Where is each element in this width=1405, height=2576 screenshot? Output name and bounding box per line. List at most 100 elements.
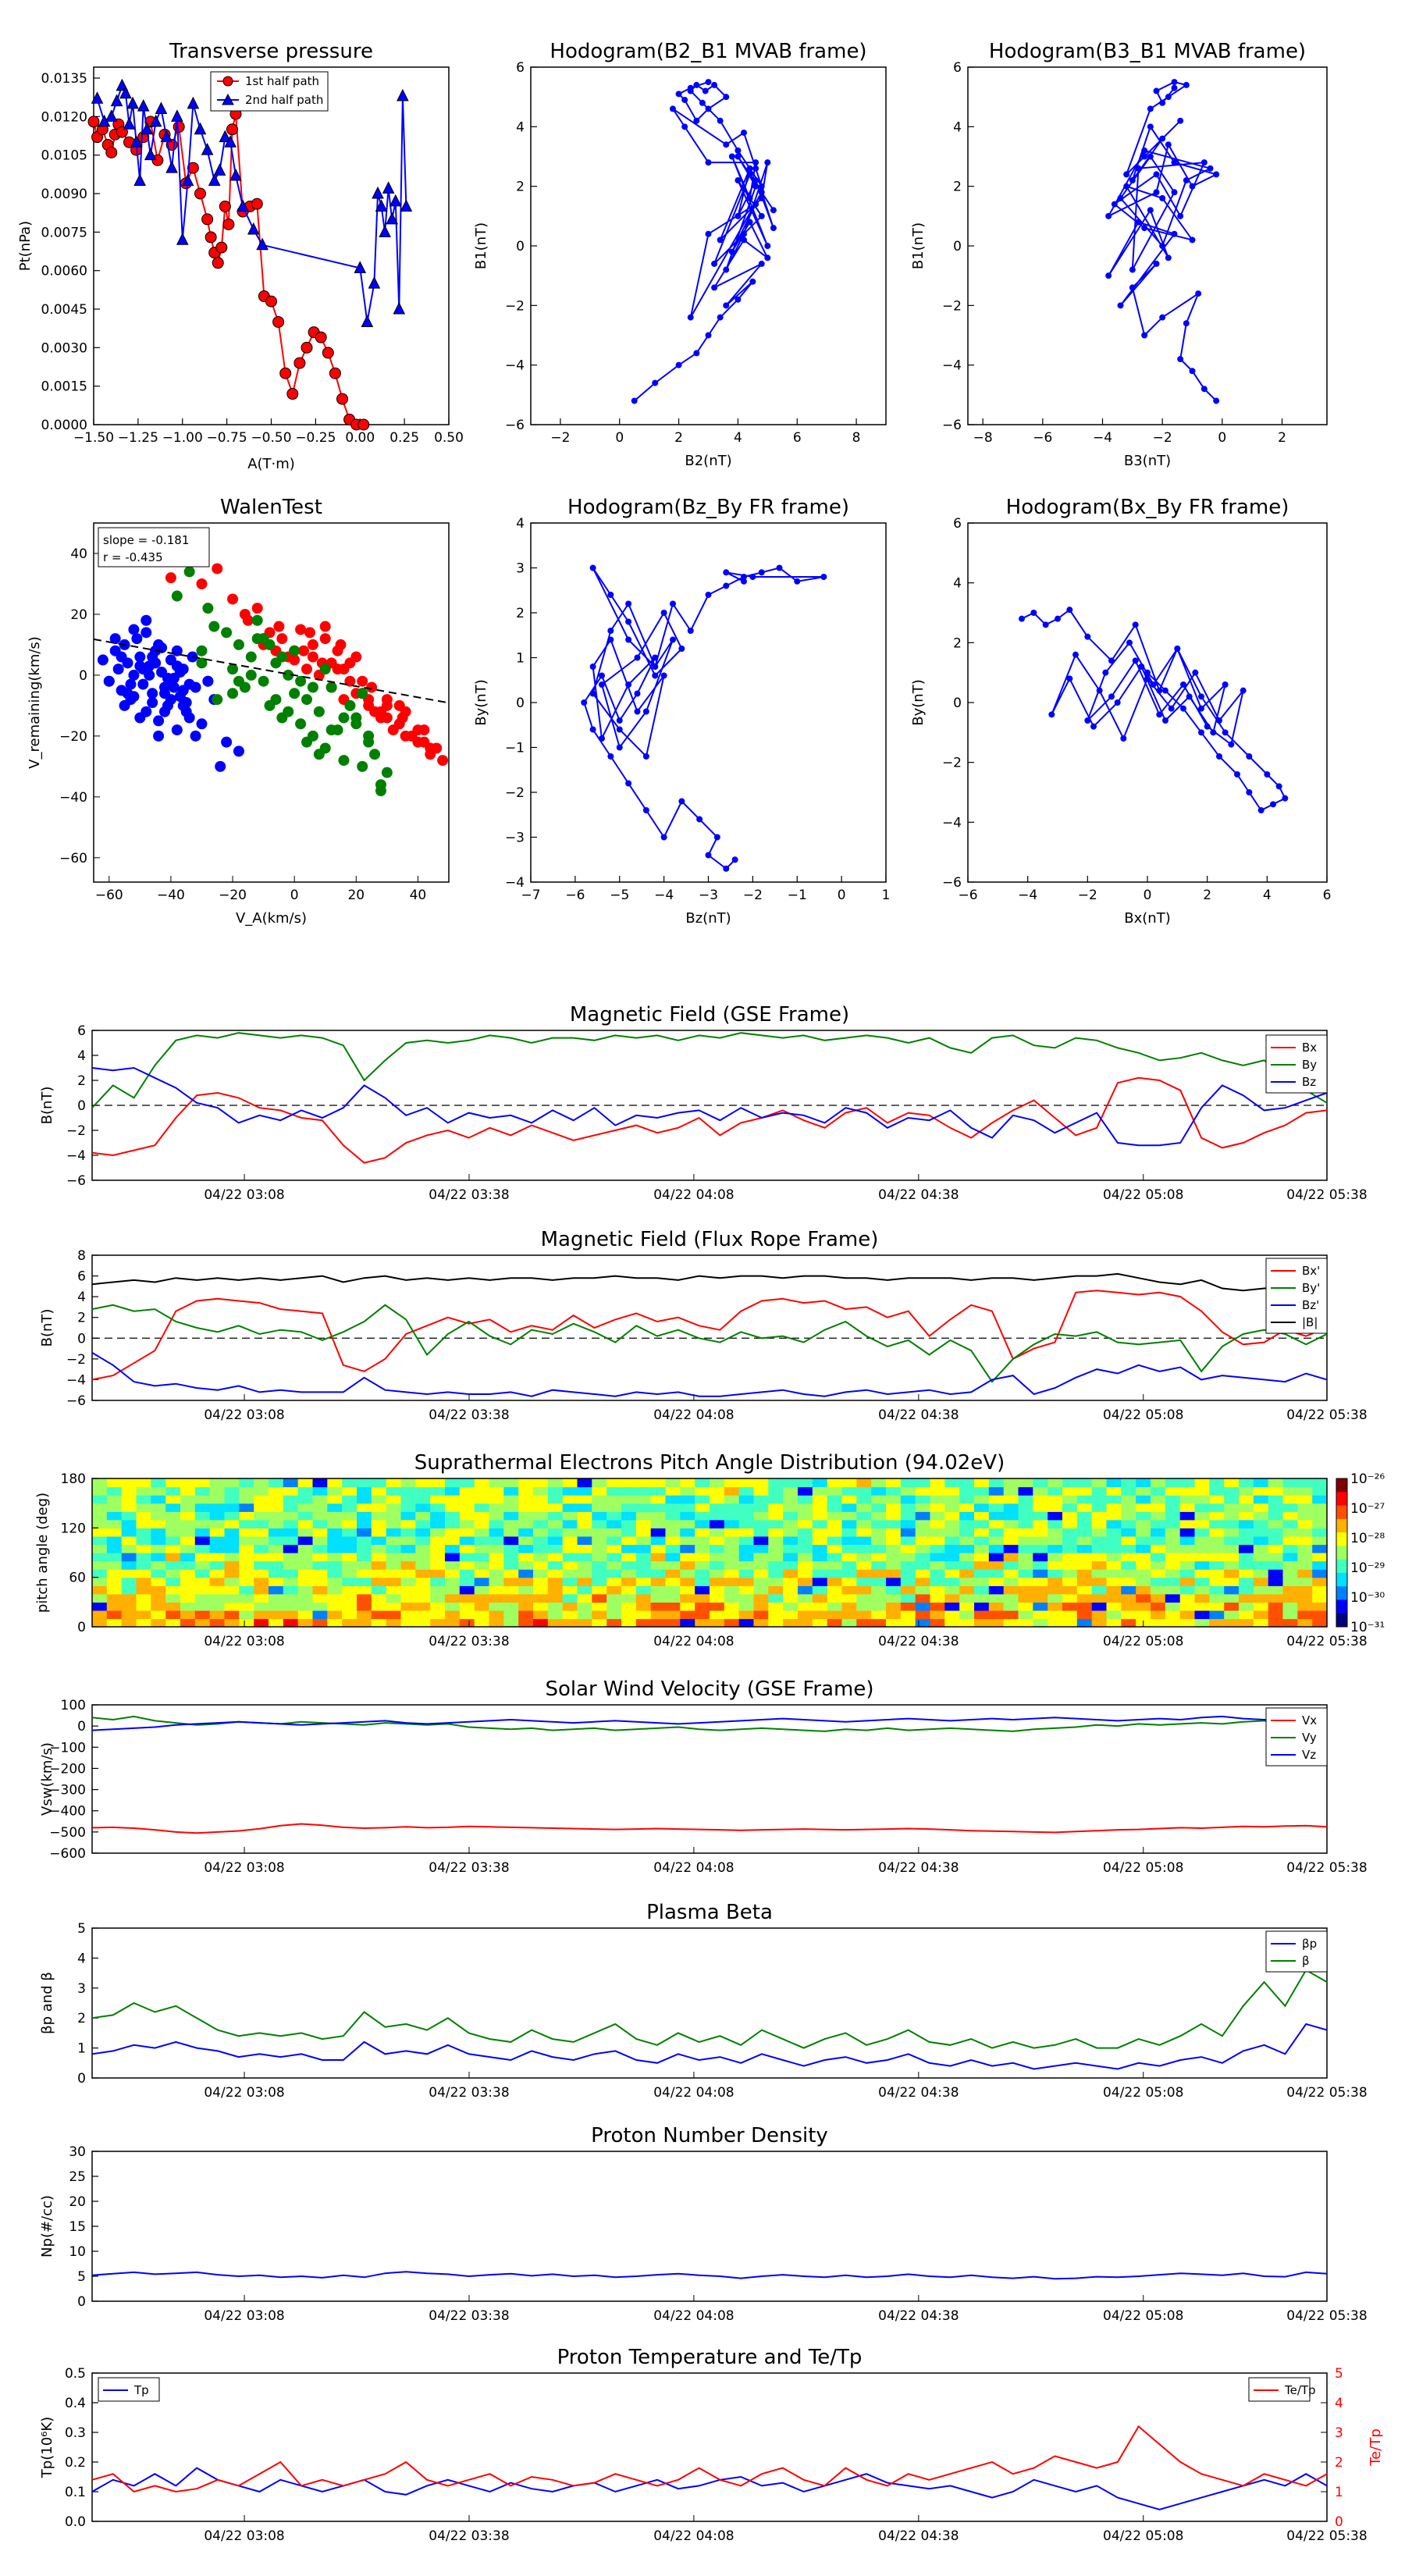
pad-cell [224, 1544, 240, 1553]
h1-point [770, 225, 777, 232]
pad-cell [400, 1585, 416, 1595]
pad-cell [1165, 1602, 1181, 1611]
pad-cell [827, 1535, 843, 1546]
pt-point [181, 173, 194, 187]
pad-cell [1018, 1560, 1033, 1570]
pad-cell [710, 1495, 725, 1504]
pad-cell [1091, 1519, 1108, 1528]
pad-cell [988, 1553, 1005, 1562]
pad-cell [621, 1593, 637, 1603]
pad-cell [1239, 1577, 1254, 1586]
pad-cell [474, 1478, 490, 1488]
pad-cell [710, 1610, 725, 1620]
h4-point [1126, 639, 1133, 646]
walen-point [128, 691, 140, 703]
beta-series-line-1 [91, 1969, 1328, 2049]
pad-cell [489, 1535, 504, 1546]
pad-cell [445, 1569, 461, 1578]
pad-cell [1048, 1495, 1063, 1504]
vsw-series-line-1 [91, 1715, 1328, 1732]
pad-cell [489, 1519, 504, 1528]
h3-point [625, 780, 632, 787]
np-xtick-label: 04/22 05:38 [1286, 2308, 1367, 2324]
pt-point [393, 301, 406, 315]
pad-cell [518, 1618, 534, 1628]
h1-point [752, 201, 759, 208]
pad-cell [812, 1511, 828, 1521]
pad-cell [327, 1528, 343, 1537]
pad-cell [621, 1553, 637, 1562]
pad-cell [547, 1519, 564, 1528]
pad-cell [783, 1535, 799, 1546]
h2-xtick-label: 2 [1278, 430, 1286, 446]
pad-cell [92, 1560, 108, 1570]
walen-point [276, 651, 288, 663]
h4-point [1228, 741, 1235, 748]
h4-point [1264, 771, 1271, 777]
pad-cell [474, 1585, 490, 1595]
pad-xtick-label: 04/22 04:08 [653, 1634, 734, 1649]
pad-cell [194, 1577, 211, 1586]
pad-cell [1253, 1535, 1269, 1546]
walen-point [307, 639, 318, 650]
pad-cell [1179, 1577, 1196, 1586]
h2-point [1177, 212, 1184, 219]
pad-colorbar-label: 10⁻²⁸ [1350, 1531, 1385, 1546]
pad-cell [1033, 1553, 1048, 1562]
pad-cell [415, 1560, 431, 1570]
walen-point [350, 718, 362, 730]
pad-cell [841, 1519, 857, 1528]
pad-cell [930, 1519, 945, 1528]
pad-cell [1076, 1569, 1093, 1578]
pad-cell [988, 1544, 1005, 1553]
pad-cell [1091, 1569, 1108, 1578]
vsw-legend-label: Vx [1302, 1713, 1317, 1727]
pad-cell [562, 1577, 578, 1586]
walen-point [150, 657, 162, 669]
pad-cell [327, 1553, 343, 1562]
pad-cell [621, 1495, 637, 1504]
pad-cell [194, 1593, 211, 1603]
pad-cell [680, 1593, 695, 1603]
walen-ytick-label: −60 [59, 851, 87, 866]
pad-cell [445, 1535, 461, 1546]
pad-cell [798, 1528, 813, 1537]
pad-cell [856, 1577, 872, 1586]
pad-cell [430, 1486, 446, 1496]
mag-fr-legend-box [1265, 1258, 1328, 1334]
pad-cell [1003, 1585, 1019, 1595]
mag-fr-ytick-label: 4 [77, 1290, 86, 1305]
pad-cell [841, 1602, 857, 1611]
pad-cell [1253, 1503, 1269, 1512]
pad-cell [1209, 1528, 1225, 1537]
pad-cell [1048, 1511, 1063, 1521]
h2-point [1129, 284, 1136, 291]
pad-cell [562, 1618, 578, 1628]
pad-cell [1048, 1585, 1063, 1595]
pad-cell [944, 1478, 960, 1488]
pad-cell [136, 1585, 151, 1595]
pad-cell [621, 1486, 637, 1496]
h4-point [1174, 646, 1181, 652]
pad-cell [400, 1569, 416, 1578]
pad-cell [562, 1602, 578, 1611]
pad-cell [312, 1495, 328, 1504]
tp-ytick-label: 0.4 [65, 2396, 86, 2411]
np-series-line-0 [91, 2271, 1328, 2280]
pad-cell [841, 1560, 857, 1570]
h3-ytick-label: −3 [505, 831, 525, 846]
pad-cell [297, 1511, 314, 1521]
pad-cell [327, 1602, 343, 1611]
walen-xlabel: V_A(km/s) [236, 910, 307, 927]
pad-cell [710, 1511, 725, 1521]
pad-cell [753, 1618, 769, 1628]
pad-cell [430, 1519, 446, 1528]
pt-point [126, 96, 139, 109]
pad-cell [1151, 1495, 1166, 1504]
pad-cell [1253, 1577, 1269, 1586]
h3-point [607, 628, 614, 634]
pad-cell [798, 1553, 813, 1562]
h2-point [1189, 237, 1196, 244]
pad-cell [136, 1478, 151, 1488]
h1-point [702, 87, 709, 94]
